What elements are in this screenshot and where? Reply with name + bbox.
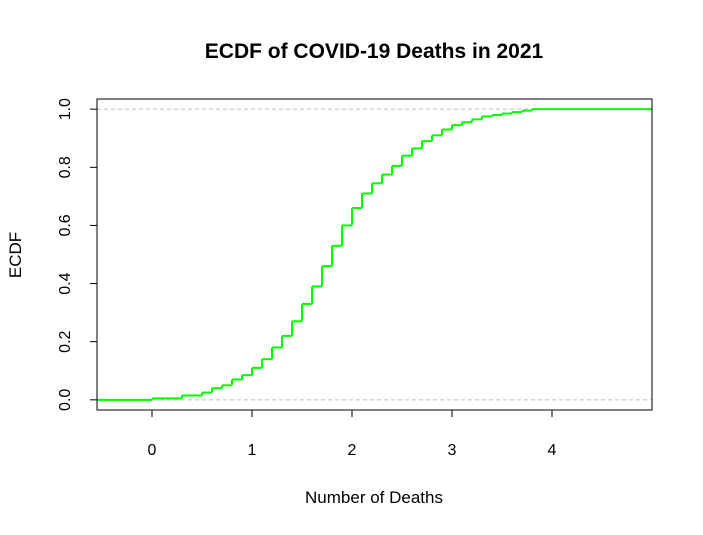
y-tick-label: 0.0 (57, 389, 74, 411)
x-tick-label: 3 (448, 442, 457, 459)
x-tick-label: 0 (148, 442, 157, 459)
reference-lines (97, 108, 652, 401)
x-axis: 0 1 2 3 4 (148, 410, 557, 459)
y-tick-label: 0.8 (57, 156, 74, 178)
plot-frame (96, 98, 653, 411)
x-axis-label: Number of Deaths (305, 488, 443, 507)
x-tick-label: 1 (248, 442, 257, 459)
y-tick-label: 0.2 (57, 330, 74, 352)
x-tick-label: 4 (548, 442, 557, 459)
y-axis: 0.0 0.2 0.4 0.6 0.8 1.0 (57, 98, 97, 411)
x-tick-label: 2 (348, 442, 357, 459)
ecdf-series (97, 108, 652, 401)
y-tick-label: 0.6 (57, 214, 74, 236)
y-axis-label: ECDF (6, 232, 25, 278)
chart-title: ECDF of COVID-19 Deaths in 2021 (205, 40, 544, 63)
y-tick-label: 1.0 (57, 98, 74, 120)
y-tick-label: 0.4 (57, 272, 74, 294)
